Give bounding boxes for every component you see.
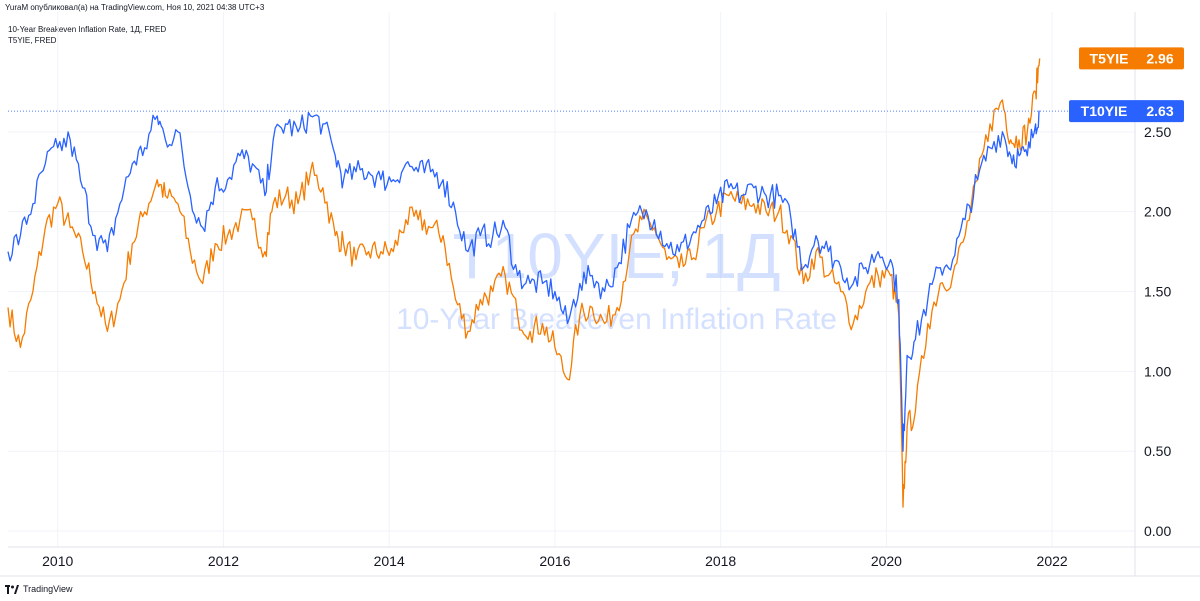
watermark-symbol: T10YIE, 1Д	[453, 220, 781, 292]
brand-label: TradingView	[23, 584, 73, 594]
x-tick-label: 2016	[539, 553, 570, 569]
grid	[8, 12, 1135, 547]
y-tick-label: 0.00	[1144, 523, 1171, 539]
publish-info: YuraM опубликовал(а) на TradingView.com,…	[5, 3, 265, 12]
x-tick-label: 2012	[208, 553, 239, 569]
y-tick-label: 0.50	[1144, 443, 1171, 459]
series-lines	[7, 58, 1135, 508]
x-tick-label: 2020	[871, 553, 902, 569]
y-tick-label: 2.50	[1144, 124, 1171, 140]
x-tick-label: 2014	[374, 553, 405, 569]
tradingview-brand[interactable]: TradingView	[5, 584, 73, 594]
series-line-t5yie	[7, 58, 1041, 508]
x-tick-label: 2018	[705, 553, 736, 569]
x-tick-label: 2022	[1037, 553, 1068, 569]
symbol-title: 10-Year Breakeven Inflation Rate, 1Д, FR…	[8, 25, 167, 34]
series-name-label: T5YIE	[1090, 50, 1129, 66]
series-name-badge-t10yie	[1069, 100, 1139, 123]
y-tick-label: 1.00	[1144, 363, 1171, 379]
last-value-badge-t5yie	[1136, 47, 1184, 70]
x-tick-label: 2010	[42, 553, 73, 569]
tradingview-logo-icon	[5, 584, 19, 594]
last-value-badge-t10yie	[1136, 100, 1184, 123]
axes: 0.00 0.50 1.00 1.50 2.00 2.50 2010 2012 2014 2016…	[0, 12, 1200, 577]
y-tick-label: 2.00	[1144, 204, 1171, 220]
series-line-t10yie	[7, 110, 1040, 452]
series-name-badge-t5yie	[1079, 47, 1139, 70]
price-badges: T10YIE 2.63 T5YIE 2.96	[1069, 47, 1184, 123]
series-name-label: T10YIE	[1081, 103, 1128, 119]
compare-symbol-title: T5YIE, FRED	[8, 36, 57, 45]
last-value-label: 2.63	[1146, 103, 1173, 119]
last-value-label: 2.96	[1146, 50, 1173, 66]
y-tick-label: 1.50	[1144, 284, 1171, 300]
